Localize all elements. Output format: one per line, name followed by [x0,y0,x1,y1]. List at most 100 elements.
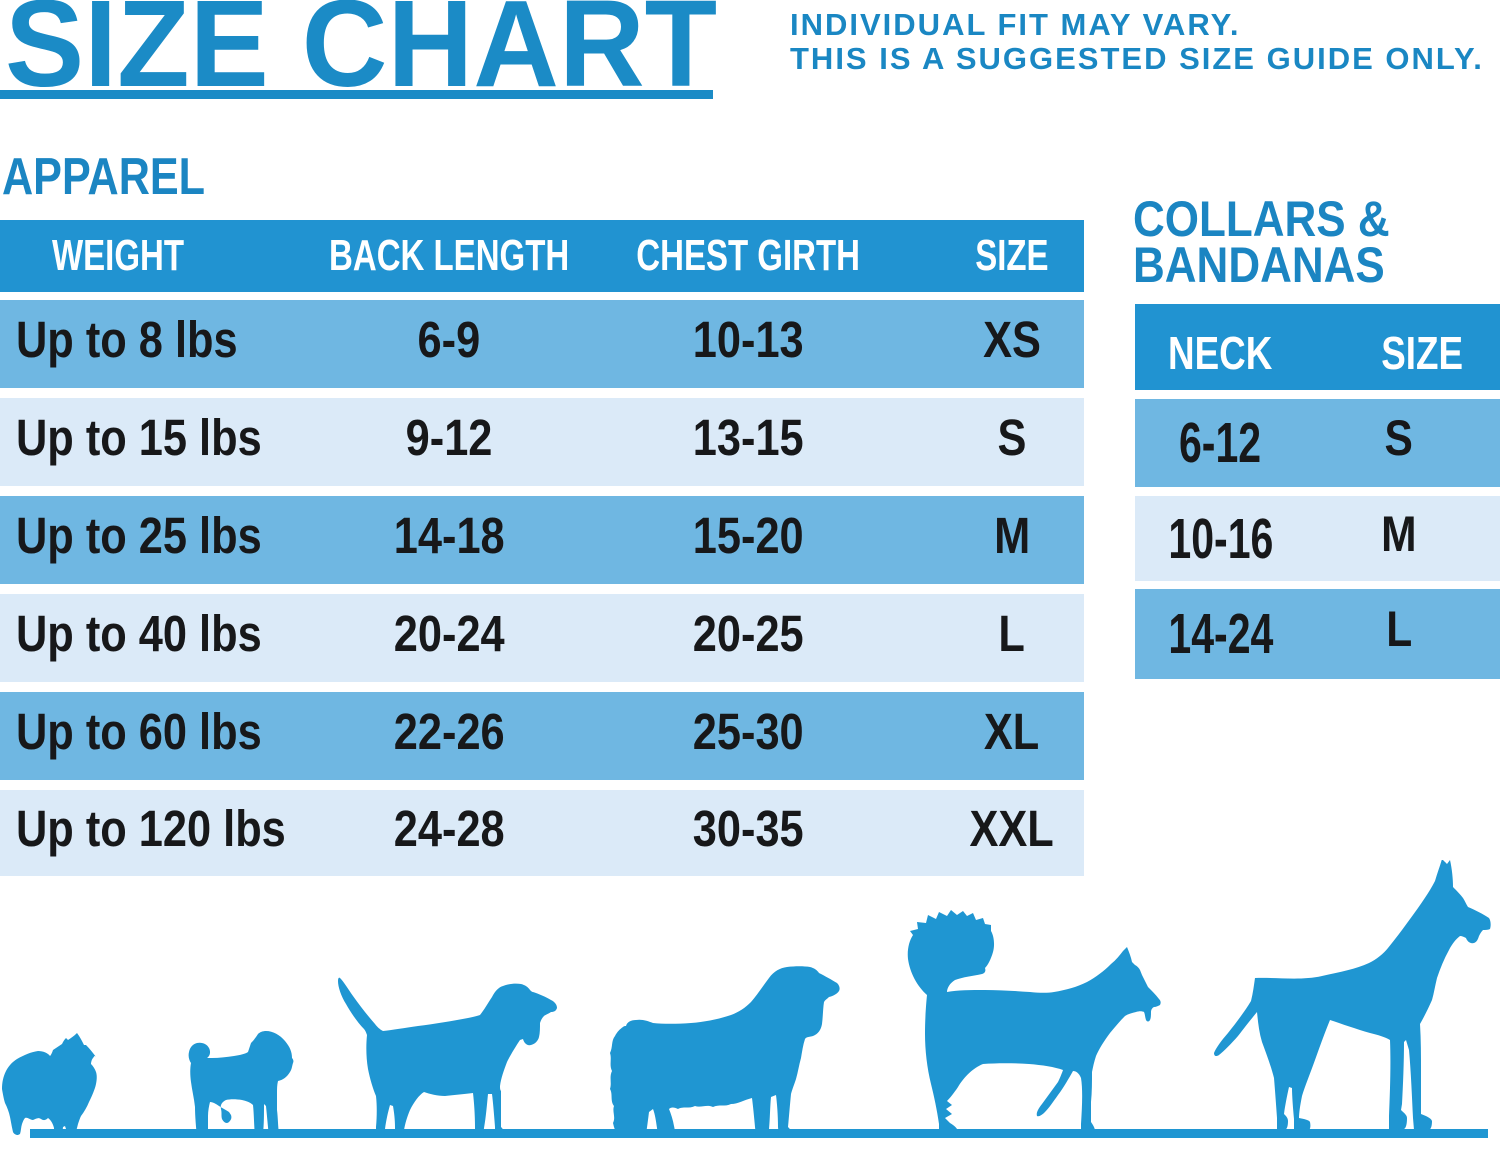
cell-back-length: 20-24 [341,594,557,682]
cell-back-length: 6-9 [341,300,557,388]
collars-rows-1-size-text: M [1381,505,1417,562]
apparel-columns-1-text: BACK LENGTH [328,231,570,280]
cell-chest-girth: 10-13 [557,300,940,388]
cell-size: M [1318,496,1500,581]
collars-section-heading: COLLARS & BANDANAS [1133,191,1390,293]
column-header-neck: NECK [1135,304,1318,390]
table-row: 14-24 L [1135,589,1500,679]
apparel-rows-5-weight-text: Up to 120 lbs [16,799,286,857]
table-row: Up to 120 lbs 24-28 30-35 XXL [0,790,1084,876]
apparel-table-header-row: WEIGHT BACK LENGTH CHEST GIRTH SIZE [0,220,1084,292]
apparel-rows-1-back-length-text: 9-12 [405,408,493,466]
cell-back-length: 9-12 [341,398,557,486]
apparel-rows-3-weight-text: Up to 40 lbs [16,604,262,662]
cell-size: XXL [940,790,1084,876]
apparel-rows-1-chest-girth-text: 13-15 [693,408,804,466]
cell-chest-girth: 20-25 [557,594,940,682]
collars-heading-line2: BANDANAS [1133,237,1385,293]
dog-great-dane-silhouette [1214,860,1491,1131]
apparel-section-heading: APPAREL [2,148,206,206]
cell-size: XS [940,300,1084,388]
apparel-rows-0-weight-text: Up to 8 lbs [16,310,238,368]
collars-size-table: NECK SIZE 6-12 S 10-16 M 14-24 L [1135,304,1500,679]
title-underline [0,90,713,99]
cell-neck: 10-16 [1135,496,1318,581]
table-row: Up to 8 lbs 6-9 10-13 XS [0,300,1084,388]
apparel-rows-0-chest-girth-text: 10-13 [693,310,804,368]
apparel-rows-3-chest-girth-text: 20-25 [693,604,804,662]
collars-columns-0-text: NECK [1168,327,1273,379]
apparel-rows-3-back-length-text: 20-24 [393,604,505,662]
column-header-size: SIZE [1318,304,1500,390]
apparel-rows-0-size-text: XS [983,310,1041,368]
apparel-rows-3-size-text: L [998,604,1026,662]
table-row: Up to 15 lbs 9-12 13-15 S [0,398,1084,486]
dog-beagle-silhouette [338,977,557,1136]
dog-cocker-spaniel-silhouette [610,966,840,1137]
cell-weight: Up to 8 lbs [0,300,341,388]
cell-chest-girth: 15-20 [557,496,940,584]
table-row: Up to 60 lbs 22-26 25-30 XL [0,692,1084,780]
cell-back-length: 22-26 [341,692,557,780]
dog-silhouettes-graphic [2,860,1491,1138]
table-row: Up to 25 lbs 14-18 15-20 M [0,496,1084,584]
apparel-rows-4-chest-girth-text: 25-30 [693,702,804,760]
cell-size: M [940,496,1084,584]
collars-rows-0-neck-text: 6-12 [1179,411,1262,475]
cell-weight: Up to 25 lbs [0,496,341,584]
table-row: 6-12 S [1135,399,1500,487]
dog-pomeranian-silhouette [2,1033,97,1135]
column-header-size: SIZE [940,220,1084,292]
cell-size: S [940,398,1084,486]
apparel-columns-3-text: SIZE [975,231,1049,280]
cell-weight: Up to 40 lbs [0,594,341,682]
cell-neck: 6-12 [1135,399,1318,487]
apparel-rows-5-chest-girth-text: 30-35 [693,799,804,857]
collars-table-header-row: NECK SIZE [1135,304,1500,390]
dog-husky-silhouette [907,910,1161,1136]
cell-size: L [1318,589,1500,679]
apparel-rows-5-back-length-text: 24-28 [393,799,505,857]
apparel-size-table: WEIGHT BACK LENGTH CHEST GIRTH SIZE Up t… [0,220,1084,876]
dog-pug-silhouette [188,1031,294,1137]
apparel-rows-2-chest-girth-text: 15-20 [693,506,804,564]
apparel-rows-2-weight-text: Up to 25 lbs [16,506,262,564]
disclaimer-text: INDIVIDUAL FIT MAY VARY. THIS IS A SUGGE… [790,8,1484,76]
column-header-weight: WEIGHT [0,220,341,292]
collars-rows-2-size-text: L [1386,601,1412,657]
apparel-rows-1-size-text: S [997,408,1027,466]
collars-rows-0-size-text: S [1384,410,1414,466]
cell-size: S [1318,399,1500,487]
apparel-rows-2-back-length-text: 14-18 [393,506,505,564]
cell-weight: Up to 120 lbs [0,790,341,876]
disclaimer-line1: INDIVIDUAL FIT MAY VARY. [790,7,1241,42]
apparel-rows-5-size-text: XXL [969,799,1055,857]
apparel-rows-1-weight-text: Up to 15 lbs [16,408,262,466]
cell-chest-girth: 13-15 [557,398,940,486]
apparel-rows-2-size-text: M [993,506,1031,564]
collars-rows-1-neck-text: 10-16 [1168,506,1273,571]
cell-chest-girth: 30-35 [557,790,940,876]
disclaimer-line2: THIS IS A SUGGESTED SIZE GUIDE ONLY. [790,41,1484,76]
cell-weight: Up to 15 lbs [0,398,341,486]
apparel-columns-2-text: CHEST GIRTH [636,231,861,280]
cell-size: XL [940,692,1084,780]
page-title: SIZE CHART [5,0,718,113]
apparel-rows-0-back-length-text: 6-9 [417,310,481,368]
cell-size: L [940,594,1084,682]
column-header-back-length: BACK LENGTH [329,220,569,292]
collars-rows-2-neck-text: 14-24 [1168,602,1273,666]
cell-weight: Up to 60 lbs [0,692,341,780]
apparel-rows-4-weight-text: Up to 60 lbs [16,702,262,760]
apparel-rows-4-size-text: XL [984,702,1040,760]
apparel-columns-0-text: WEIGHT [52,231,184,280]
collars-heading-line1: COLLARS & [1133,191,1390,247]
apparel-rows-4-back-length-text: 22-26 [393,702,505,760]
cell-neck: 14-24 [1135,589,1318,679]
cell-chest-girth: 25-30 [557,692,940,780]
table-row: Up to 40 lbs 20-24 20-25 L [0,594,1084,682]
column-header-chest-girth: CHEST GIRTH [557,220,940,292]
table-row: 10-16 M [1135,496,1500,581]
cell-back-length: 14-18 [341,496,557,584]
